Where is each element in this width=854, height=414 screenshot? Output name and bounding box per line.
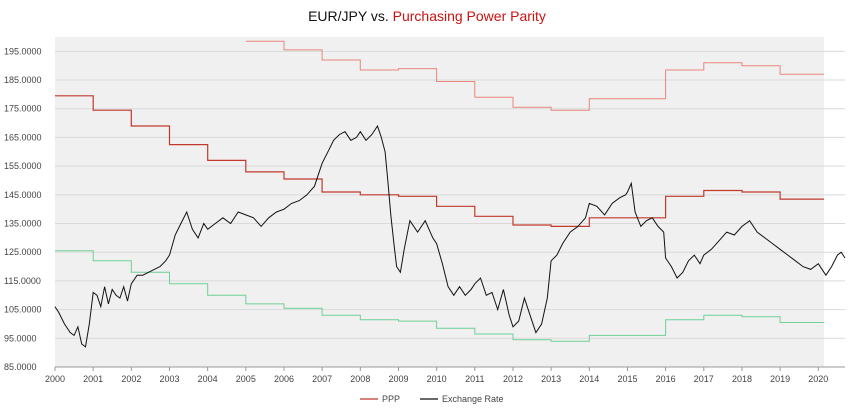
x-tick-label: 2011 bbox=[465, 374, 484, 384]
y-tick-label: 175.0000 bbox=[4, 104, 42, 114]
chart-title-part1: EUR/JPY vs. bbox=[308, 8, 393, 24]
x-tick-label: 2001 bbox=[83, 374, 103, 384]
x-tick-label: 2016 bbox=[656, 374, 676, 384]
y-tick-label: 165.0000 bbox=[4, 132, 42, 142]
x-tick-label: 2004 bbox=[198, 374, 218, 384]
gridlines bbox=[55, 50, 845, 368]
x-tick-label: 2010 bbox=[427, 374, 447, 384]
x-tick-label: 2002 bbox=[121, 374, 141, 384]
y-tick-label: 145.0000 bbox=[4, 190, 42, 200]
x-tick-label: 2003 bbox=[159, 374, 179, 384]
y-tick-label: 155.0000 bbox=[4, 161, 42, 171]
x-tick-label: 2014 bbox=[579, 374, 599, 384]
y-tick-label: 85.0000 bbox=[4, 362, 37, 372]
y-axis: 85.0000 95.0000 105.0000 115.0000 125.0000 13… bbox=[4, 46, 42, 372]
legend-exchange-rate-label: Exchange Rate bbox=[442, 394, 504, 404]
x-tick-label: 2000 bbox=[45, 374, 65, 384]
chart-title: EUR/JPY vs. Purchasing Power Parity bbox=[308, 8, 546, 24]
y-tick-label: 105.0000 bbox=[4, 305, 42, 315]
y-tick-label: 135.0000 bbox=[4, 219, 42, 229]
x-tick-label: 2009 bbox=[388, 374, 408, 384]
y-tick-label: 115.0000 bbox=[4, 276, 41, 286]
y-tick-label: 125.0000 bbox=[4, 247, 42, 257]
y-tick-label: 195.0000 bbox=[4, 46, 42, 56]
ppp-line bbox=[55, 95, 824, 227]
x-tick-label: 2018 bbox=[732, 374, 752, 384]
chart-title-part2: Purchasing Power Parity bbox=[393, 8, 546, 24]
x-tick-label: 2015 bbox=[617, 374, 637, 384]
x-tick-label: 2005 bbox=[236, 374, 256, 384]
x-tick-label: 2019 bbox=[770, 374, 790, 384]
exchange-rate-line bbox=[54, 124, 846, 348]
ppp-band-area bbox=[55, 37, 825, 367]
ppp-upper-line bbox=[245, 40, 824, 111]
x-tick-label: 2007 bbox=[312, 374, 332, 384]
x-tick-label: 2013 bbox=[541, 374, 561, 384]
x-axis: 2000 2001 2002 2003 2004 2005 2006 2007 2008 2009… bbox=[45, 367, 828, 384]
x-tick-label: 2008 bbox=[350, 374, 370, 384]
legend: PPP Exchange Rate bbox=[360, 394, 504, 404]
x-tick-label: 2006 bbox=[274, 374, 294, 384]
x-tick-label: 2020 bbox=[808, 374, 828, 384]
x-tick-label: 2017 bbox=[694, 374, 714, 384]
y-tick-label: 95.0000 bbox=[4, 333, 37, 343]
ppp-lower-line bbox=[55, 250, 824, 342]
legend-ppp-label: PPP bbox=[382, 394, 400, 404]
x-tick-label: 2012 bbox=[503, 374, 523, 384]
y-tick-label: 185.0000 bbox=[4, 75, 42, 85]
